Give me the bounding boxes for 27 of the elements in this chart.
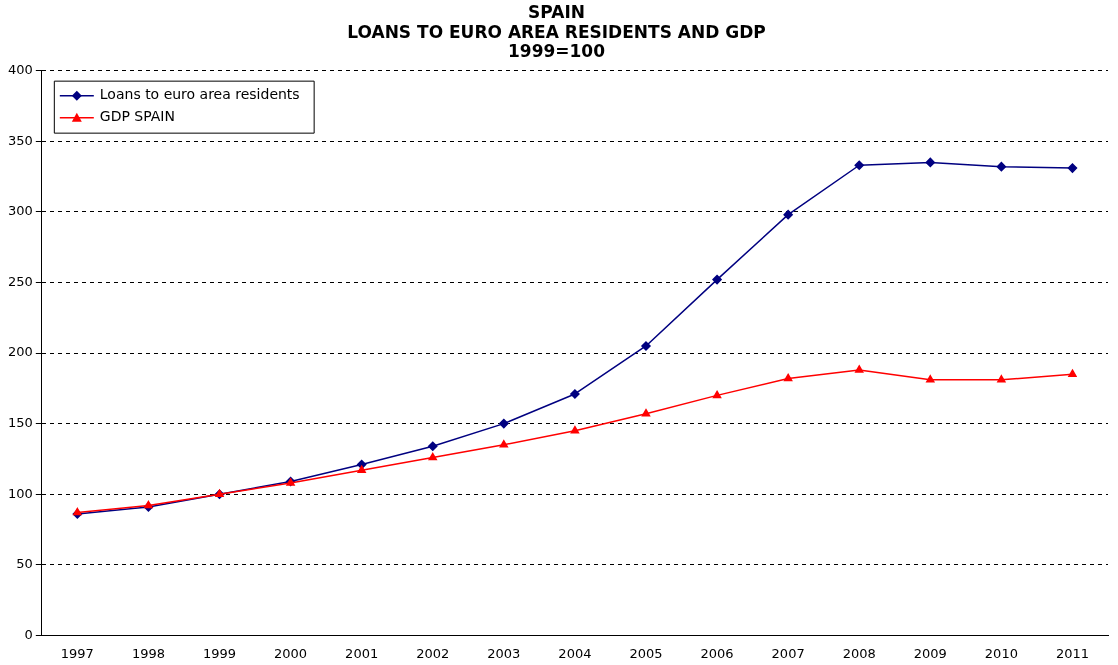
x-tick-label: 2006 — [700, 645, 734, 661]
x-tick-label: 2009 — [913, 645, 947, 661]
x-tick-label: 2010 — [984, 645, 1018, 661]
y-tick-label: 100 — [7, 485, 33, 501]
x-tick-label: 1997 — [60, 645, 94, 661]
y-tick-label: 250 — [7, 273, 33, 289]
x-tick-label: 1998 — [131, 645, 165, 661]
chart-title: SPAIN LOANS TO EURO AREA RESIDENTS AND GDP 1999=100 — [347, 2, 766, 62]
x-tick-label: 2008 — [842, 645, 876, 661]
y-tick-label: 0 — [24, 626, 33, 642]
y-tick-label: 50 — [16, 556, 33, 572]
x-tick-label: 2011 — [1055, 645, 1090, 661]
x-tick-label: 2003 — [487, 645, 521, 661]
legend-label: GDP SPAIN — [99, 108, 175, 125]
x-tick-label: 2005 — [629, 645, 663, 661]
x-tick-label: 2000 — [274, 645, 308, 661]
x-tick-label: 2004 — [558, 645, 592, 661]
x-tick-label: 2007 — [771, 645, 805, 661]
y-tick-label: 400 — [7, 62, 33, 78]
x-tick-label: 2001 — [345, 645, 379, 661]
y-tick-label: 150 — [7, 414, 33, 430]
y-tick-label: 350 — [7, 132, 33, 148]
x-tick-label: 2002 — [416, 645, 450, 661]
y-tick-label: 200 — [7, 344, 33, 360]
y-tick-label: 300 — [7, 203, 33, 219]
x-tick-label: 1999 — [202, 645, 237, 661]
legend-label: Loans to euro area residents — [99, 86, 300, 103]
